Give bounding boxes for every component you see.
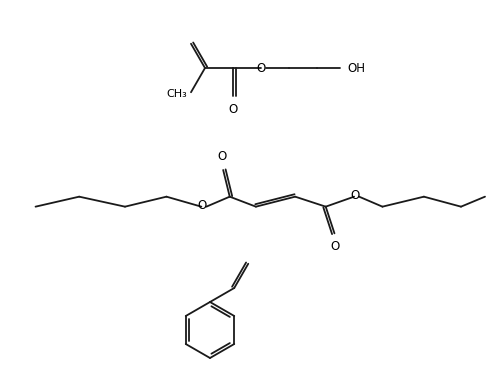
Text: O: O: [198, 199, 207, 212]
Text: O: O: [331, 240, 340, 253]
Text: O: O: [228, 103, 238, 116]
Text: O: O: [256, 61, 266, 75]
Text: O: O: [218, 150, 227, 163]
Text: O: O: [350, 189, 360, 202]
Text: CH₃: CH₃: [166, 89, 187, 99]
Text: OH: OH: [347, 61, 365, 75]
